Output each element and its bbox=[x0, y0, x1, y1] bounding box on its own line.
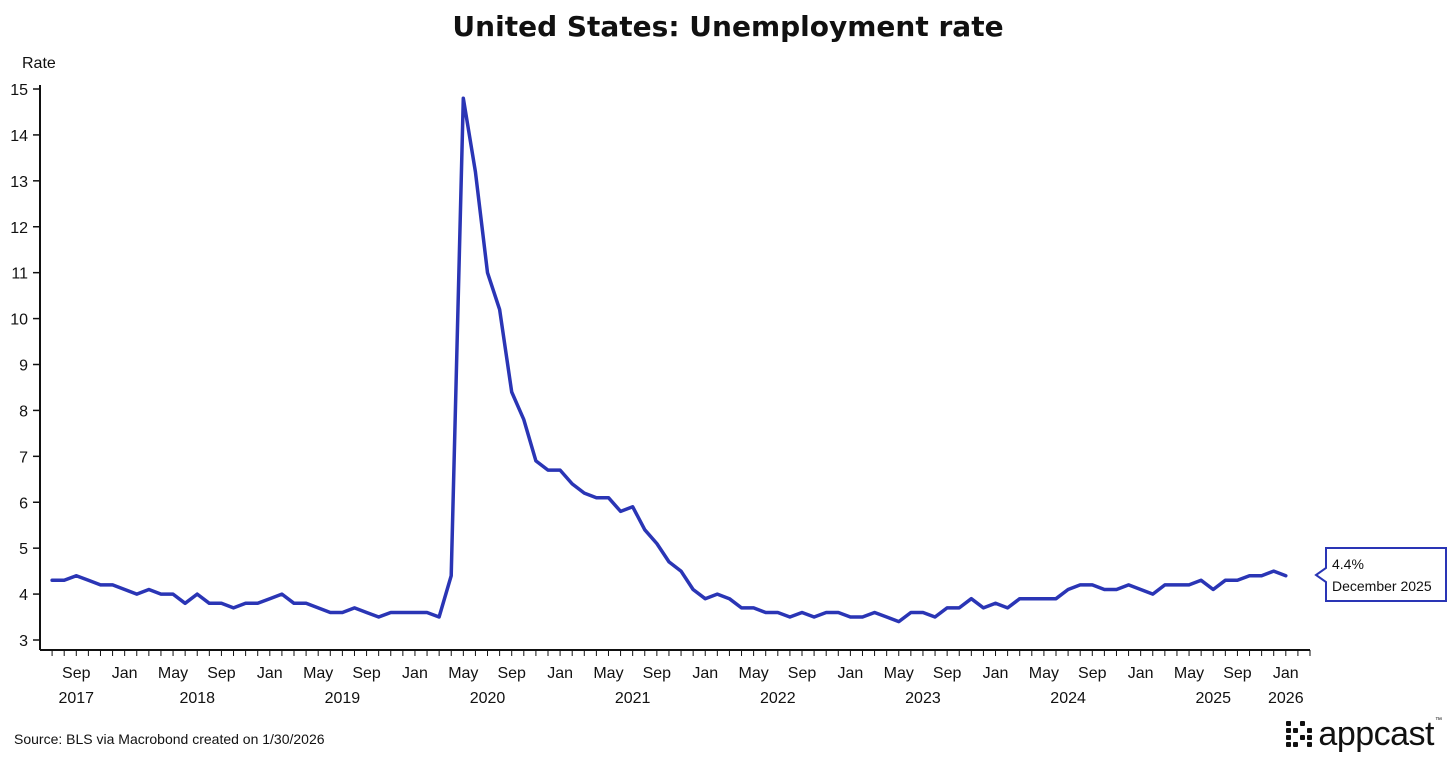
callout-date: December 2025 bbox=[1332, 578, 1432, 594]
x-month-label: Jan bbox=[837, 665, 863, 682]
x-month-label: Sep bbox=[643, 665, 672, 682]
y-tick-label: 14 bbox=[10, 128, 28, 145]
x-month-label: May bbox=[1174, 665, 1204, 682]
x-month-label: May bbox=[739, 665, 769, 682]
y-tick-label: 6 bbox=[19, 495, 28, 512]
appcast-logo: appcast ™ bbox=[1286, 717, 1442, 751]
y-tick-label: 11 bbox=[11, 266, 28, 283]
callout-box bbox=[1314, 547, 1447, 602]
x-month-label: Sep bbox=[788, 665, 817, 682]
x-month-label: Jan bbox=[1128, 665, 1154, 682]
y-axis-label: Rate bbox=[22, 55, 56, 72]
x-year-label: 2025 bbox=[1195, 690, 1231, 707]
x-month-label: Sep bbox=[1223, 665, 1252, 682]
source-note: Source: BLS via Macrobond created on 1/3… bbox=[14, 731, 325, 747]
y-tick-label: 5 bbox=[19, 541, 28, 558]
callout-value: 4.4% bbox=[1332, 556, 1364, 572]
x-month-label: May bbox=[884, 665, 914, 682]
y-tick-label: 9 bbox=[19, 358, 28, 375]
y-axis: 3 4 5 6 7 8 9 10 11 12 13 14 15 bbox=[10, 82, 41, 650]
y-tick-label: 12 bbox=[10, 220, 28, 237]
x-month-label: Sep bbox=[352, 665, 381, 682]
appcast-logo-icon bbox=[1286, 721, 1313, 747]
last-value-callout: 4.4% December 2025 bbox=[1314, 547, 1447, 602]
x-month-label: Jan bbox=[547, 665, 573, 682]
y-tick-label: 8 bbox=[19, 403, 28, 420]
y-tick-label: 10 bbox=[10, 312, 28, 329]
x-year-label: 2017 bbox=[58, 690, 94, 707]
x-month-label: Sep bbox=[1078, 665, 1107, 682]
x-month-label: Jan bbox=[112, 665, 138, 682]
x-month-label: Sep bbox=[62, 665, 91, 682]
x-month-label: Sep bbox=[207, 665, 236, 682]
x-month-label: Jan bbox=[983, 665, 1009, 682]
x-month-label: Jan bbox=[1273, 665, 1299, 682]
x-year-label: 2022 bbox=[760, 690, 796, 707]
x-month-label: Jan bbox=[257, 665, 283, 682]
series-layer bbox=[50, 96, 1288, 624]
x-year-label: 2026 bbox=[1268, 690, 1304, 707]
x-month-label: May bbox=[593, 665, 623, 682]
x-month-label: May bbox=[448, 665, 478, 682]
x-year-label: 2024 bbox=[1050, 690, 1086, 707]
x-year-label: 2023 bbox=[905, 690, 941, 707]
x-month-label: May bbox=[303, 665, 333, 682]
y-tick-label: 13 bbox=[10, 174, 28, 191]
chart-title: United States: Unemployment rate bbox=[452, 10, 1003, 43]
y-tick-label: 7 bbox=[19, 449, 28, 466]
x-month-label: Jan bbox=[402, 665, 428, 682]
x-year-label: 2021 bbox=[615, 690, 651, 707]
x-year-label: 2018 bbox=[179, 690, 215, 707]
trademark-symbol: ™ bbox=[1435, 717, 1442, 724]
x-month-label: Jan bbox=[692, 665, 718, 682]
series-line bbox=[50, 96, 1288, 624]
y-tick-label: 4 bbox=[19, 587, 28, 604]
x-year-label: 2020 bbox=[470, 690, 506, 707]
x-month-label: May bbox=[1029, 665, 1059, 682]
y-tick-label: 15 bbox=[10, 82, 28, 99]
x-year-label: 2019 bbox=[325, 690, 361, 707]
x-month-label: May bbox=[158, 665, 188, 682]
x-month-label: Sep bbox=[933, 665, 962, 682]
x-axis: Sep Jan May Sep Jan May Sep Jan May Sep Jan May Sep J… bbox=[40, 649, 1311, 707]
x-month-label: Sep bbox=[497, 665, 526, 682]
y-tick-label: 3 bbox=[19, 633, 28, 650]
appcast-logo-text: appcast bbox=[1318, 715, 1434, 753]
